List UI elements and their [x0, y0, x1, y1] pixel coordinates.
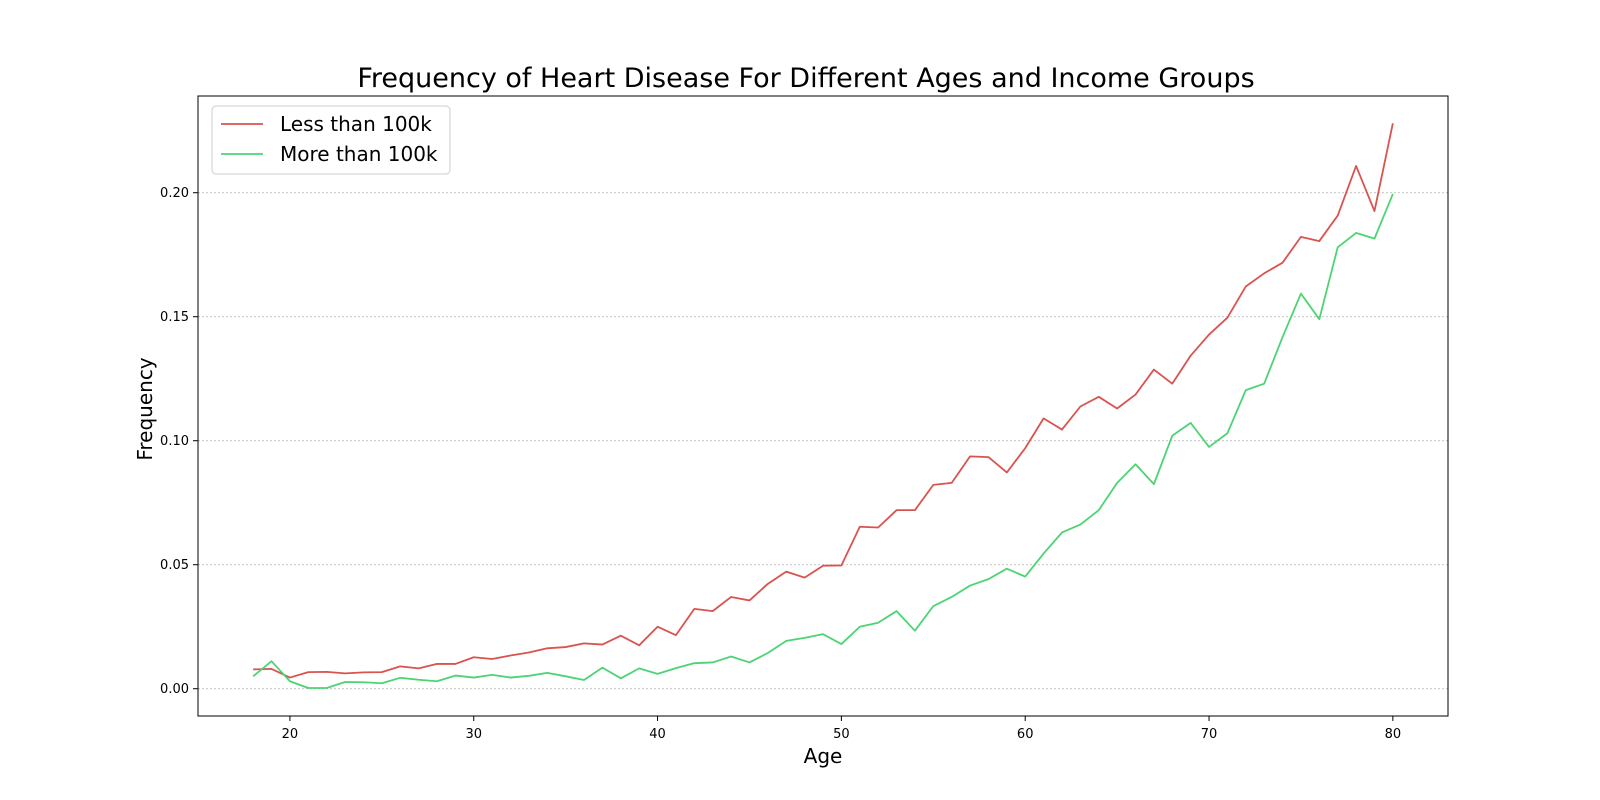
- y-axis-label: Frequency: [133, 357, 157, 460]
- x-axis: 20 30 40 50 60 70 80: [282, 716, 1401, 742]
- y-tick-label: 0.20: [160, 186, 189, 201]
- x-tick-label: 80: [1385, 727, 1402, 742]
- y-tick-label: 0.15: [160, 310, 189, 325]
- x-tick-label: 20: [282, 727, 299, 742]
- gridlines: [198, 192, 1448, 690]
- series-line-2: [252, 193, 1394, 689]
- y-tick-label: 0.00: [160, 682, 189, 697]
- legend-box: [211, 105, 451, 175]
- x-tick-label: 60: [1017, 727, 1034, 742]
- series-lines: [252, 123, 1394, 689]
- legend-label-2: More than 100k: [280, 142, 438, 166]
- chart-title: Frequency of Heart Disease For Different…: [357, 63, 1254, 94]
- x-tick-label: 30: [465, 727, 482, 742]
- plot-frame: [197, 95, 1449, 717]
- y-tick-label: 0.05: [160, 558, 189, 573]
- legend-label-1: Less than 100k: [280, 112, 432, 136]
- legend: Less than 100k More than 100k: [211, 105, 451, 175]
- x-axis-label: Age: [804, 744, 843, 768]
- y-axis: 0.00 0.05 0.10 0.15 0.20: [160, 186, 198, 697]
- series-line-1: [253, 123, 1394, 679]
- y-tick-label: 0.10: [160, 434, 189, 449]
- x-tick-label: 40: [649, 727, 666, 742]
- x-tick-label: 50: [833, 727, 850, 742]
- x-tick-label: 70: [1201, 727, 1218, 742]
